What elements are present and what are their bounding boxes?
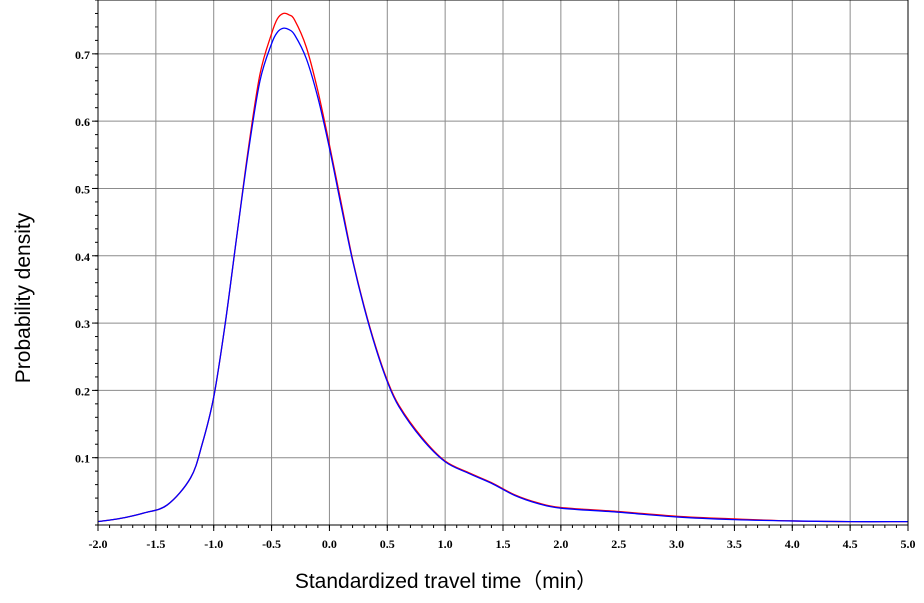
y-tick-label: 0.4 — [75, 250, 90, 264]
x-tick-label: 4.0 — [785, 537, 800, 551]
x-tick-label: -1.0 — [204, 537, 223, 551]
x-tick-label: -1.5 — [146, 537, 165, 551]
x-tick-label: 1.5 — [496, 537, 511, 551]
x-tick-labels: -2.0 -1.5 -1.0 -0.5 0.0 0.5 1.0 1.5 2.0 2.5 3.0 3.5… — [89, 537, 916, 551]
x-tick-label: 0.0 — [322, 537, 337, 551]
x-tick-label: -0.5 — [262, 537, 281, 551]
y-tick-label: 0.2 — [75, 384, 90, 398]
series-line-blue — [97, 27, 909, 523]
x-tick-label: 5.0 — [901, 537, 916, 551]
x-tick-label: -2.0 — [89, 537, 108, 551]
x-tick-label: 2.0 — [553, 537, 568, 551]
x-tick-label: 3.5 — [727, 537, 742, 551]
x-tick-label: 4.5 — [843, 537, 858, 551]
x-tick-label: 1.0 — [438, 537, 453, 551]
y-tick-labels: 0.1 0.2 0.3 0.4 0.5 0.6 0.7 — [75, 48, 90, 466]
axis-ticks — [92, 0, 909, 531]
y-tick-label: 0.7 — [75, 48, 90, 62]
y-tick-label: 0.3 — [75, 317, 90, 331]
y-tick-label: 0.5 — [75, 182, 90, 196]
x-tick-label: 2.5 — [611, 537, 626, 551]
y-tick-label: 0.6 — [75, 115, 90, 129]
x-tick-label: 0.5 — [380, 537, 395, 551]
series-layer — [97, 12, 909, 523]
x-axis-title: Standardized travel time（min） — [295, 570, 597, 593]
y-tick-label: 0.1 — [75, 452, 90, 466]
grid-lines — [97, 0, 909, 525]
x-tick-label: 3.0 — [669, 537, 684, 551]
y-axis-title: Probability density — [12, 212, 35, 383]
